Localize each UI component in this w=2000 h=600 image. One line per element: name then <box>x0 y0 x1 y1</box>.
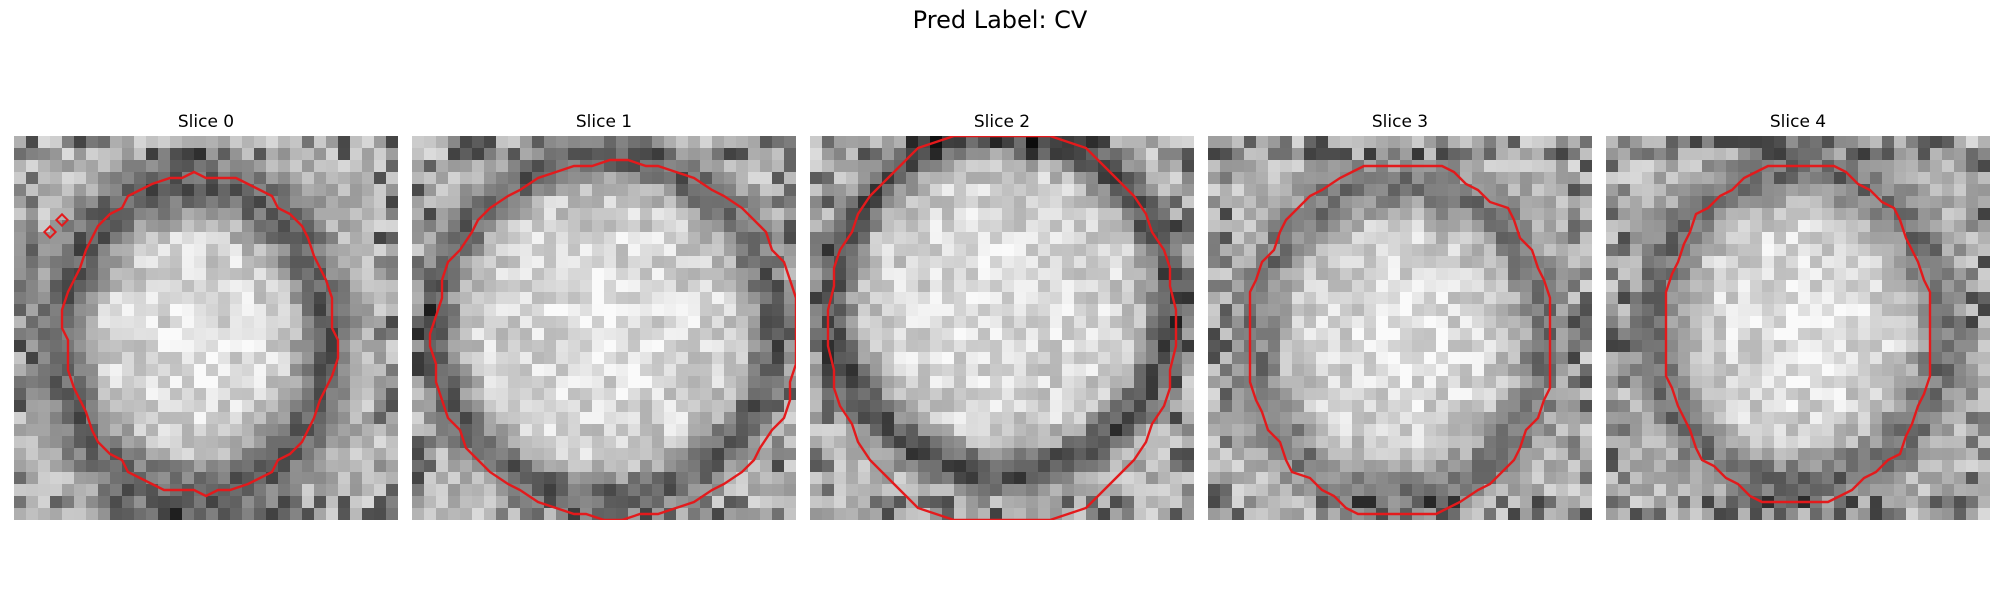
pixel-grid <box>412 136 796 520</box>
segmentation-contour <box>826 136 1178 520</box>
segmentation-contour <box>1664 164 1932 504</box>
figure-title: Pred Label: CV <box>912 6 1088 34</box>
slice-panel-0: Slice 0 <box>14 112 398 520</box>
contour-fragment <box>54 212 70 228</box>
slice-image-0 <box>14 136 398 520</box>
segmentation-contour <box>428 158 796 520</box>
slice-panel-4: Slice 4 <box>1606 112 1990 520</box>
slice-panel-2: Slice 2 <box>810 112 1194 520</box>
slice-panel-1: Slice 1 <box>412 112 796 520</box>
pixel-grid <box>14 136 398 520</box>
pixel-grid <box>1606 136 1990 520</box>
slice-image-3 <box>1208 136 1592 520</box>
segmentation-contour <box>1248 164 1552 516</box>
slice-image-4 <box>1606 136 1990 520</box>
segmentation-contour <box>60 170 340 498</box>
slice-panel-3: Slice 3 <box>1208 112 1592 520</box>
pixel-grid <box>810 136 1194 520</box>
slice-title-1: Slice 1 <box>575 112 633 132</box>
slice-title-2: Slice 2 <box>973 112 1031 132</box>
slice-title-3: Slice 3 <box>1371 112 1429 132</box>
contour-fragment <box>42 224 58 240</box>
slice-title-0: Slice 0 <box>177 112 235 132</box>
slice-image-1 <box>412 136 796 520</box>
slice-image-2 <box>810 136 1194 520</box>
pixel-grid <box>1208 136 1592 520</box>
slice-title-4: Slice 4 <box>1769 112 1827 132</box>
